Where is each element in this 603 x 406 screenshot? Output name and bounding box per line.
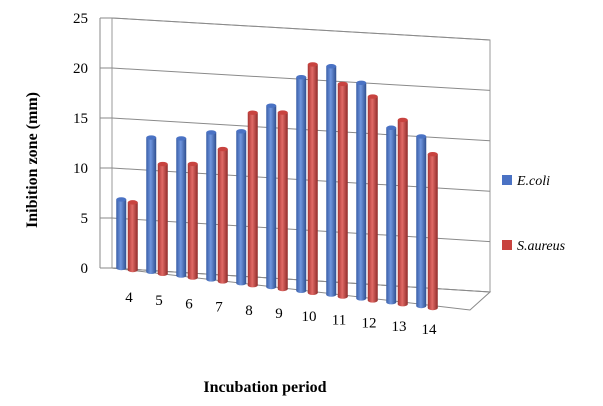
legend: E.coli S.aureus [502, 174, 566, 254]
x-tick-label: 12 [362, 316, 377, 332]
x-tick-label: 8 [245, 303, 253, 319]
y-tick-label: 20 [73, 61, 88, 77]
x-tick-label: 9 [275, 306, 283, 322]
bar-s-aureus [397, 117, 408, 307]
y-tick-label: 25 [73, 11, 88, 27]
y-axis-title: Inibition zone (mm) [24, 92, 41, 228]
x-axis-title: Incubation period [203, 379, 326, 396]
legend-swatch [502, 240, 512, 250]
bar-s-aureus [127, 200, 138, 273]
x-tick-label: 10 [302, 309, 317, 325]
bar-s-aureus [217, 146, 228, 284]
gridline [111, 17, 491, 41]
bar-e-coli [236, 129, 247, 286]
legend-label: S.aureus [517, 239, 566, 254]
bar-e-coli [356, 80, 367, 301]
y-tick-label: 5 [81, 211, 89, 227]
bar-s-aureus [367, 94, 378, 303]
bar-s-aureus [247, 110, 258, 288]
x-tick-label: 13 [392, 319, 407, 335]
bar-e-coli [416, 134, 427, 309]
y-tick-label: 15 [73, 111, 88, 127]
x-tick-label: 11 [332, 312, 346, 328]
bar-e-coli [116, 197, 127, 271]
bar-e-coli [386, 125, 397, 305]
x-tick-label: 6 [185, 296, 193, 312]
x-axis-ticks: 4 5 6 7 8 9 10 11 12 13 14 [125, 290, 437, 338]
bar-e-coli [296, 74, 307, 293]
y-tick-label: 10 [73, 161, 88, 177]
y-axis-ticks: 0 5 10 15 20 25 [73, 11, 88, 277]
bar-e-coli [146, 135, 157, 274]
x-tick-label: 4 [125, 290, 133, 306]
bar-s-aureus [187, 161, 198, 280]
bar-s-aureus [427, 151, 438, 311]
x-tick-label: 7 [215, 300, 223, 316]
bar-s-aureus [157, 161, 168, 276]
bar-e-coli [266, 103, 277, 290]
bar-s-aureus [277, 110, 288, 292]
y-tick-label: 0 [81, 261, 89, 277]
legend-label: E.coli [516, 174, 550, 189]
bar-s-aureus [337, 81, 348, 299]
x-tick-label: 14 [422, 322, 438, 338]
bar-e-coli [326, 64, 337, 297]
bar-e-coli [206, 130, 217, 282]
bar-s-aureus [307, 62, 318, 295]
bars [116, 62, 438, 311]
bar-e-coli [176, 136, 187, 278]
legend-swatch [502, 175, 512, 185]
x-tick-label: 5 [155, 293, 163, 309]
